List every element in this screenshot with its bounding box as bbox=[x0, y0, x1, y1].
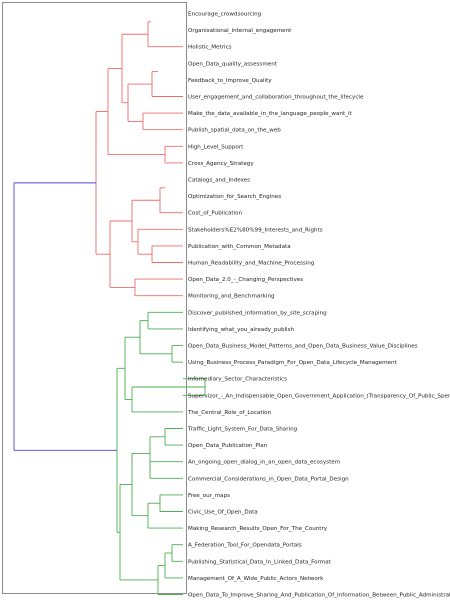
leaf-label: Open_Data_Business_Model_Patterns_and_Op… bbox=[188, 344, 418, 350]
leaf-label: Catalogs_and_Indexes bbox=[188, 178, 250, 184]
leaf-label: Free_our_maps bbox=[188, 493, 230, 499]
leaf-label: A_Federation_Tool_For_Opendata_Portals bbox=[188, 543, 302, 549]
leaf-label: Traffic_Light_System_For_Data_Sharing bbox=[187, 427, 298, 433]
leaf-label: Infomediary_Sector_Characteristics bbox=[188, 377, 287, 383]
leaf-label: Cost_of_Publication bbox=[188, 211, 243, 217]
leaf-label: Cross_Agency_Strategy bbox=[188, 161, 254, 167]
leaf-label: Publication_with_Common_Metadata bbox=[188, 244, 291, 250]
leaf-label: Feedback_to_Improve_Quality bbox=[188, 78, 272, 84]
leaf-label: Open_Data_2.0_-_Changing_Perspectives bbox=[188, 277, 303, 283]
dendrogram-links bbox=[13, 21, 206, 595]
leaf-label: Publishing_Statistical_Data_In_Linked_Da… bbox=[188, 559, 332, 565]
leaf-label: Making_Research_Results_Open_For_The_Cou… bbox=[188, 526, 328, 532]
leaf-label: Optimization_for_Search_Engines bbox=[188, 194, 281, 200]
leaf-label: Human_Readability_and_Machine_Processing bbox=[188, 261, 315, 267]
leaf-label: Civic_Use_Of_Open_Data bbox=[188, 510, 258, 516]
leaf-label: Management_Of_A_Wide_Public_Actors_Netwo… bbox=[188, 576, 324, 582]
leaf-label: Commercial_Considerations_in_Open_Data_P… bbox=[188, 476, 349, 482]
leaf-label: Open_Data_quality_assessment bbox=[188, 61, 278, 67]
leaf-label: Using_Business_Process_Paradigm_For_Open… bbox=[188, 360, 398, 366]
leaf-label: Identifying_what_you_already_publish bbox=[188, 327, 295, 333]
leaf-label: Discover_published_information_by_site_s… bbox=[188, 310, 327, 316]
leaf-label: Publish_spatial_data_on_the_web bbox=[188, 128, 281, 134]
leaf-label: Holistic_Metrics bbox=[188, 45, 232, 51]
leaf-labels: Encourage_crowdsourcing Organisational_in… bbox=[187, 12, 450, 599]
leaf-label: Open_Data_To_Improve_Sharing_And_Publica… bbox=[188, 593, 450, 599]
leaf-label: Stakeholders%E2%80%99_Interests_and_Righ… bbox=[188, 227, 323, 233]
leaf-label: High_Level_Support bbox=[188, 144, 244, 150]
leaf-label: Monitoring_and_Benchmarking bbox=[188, 294, 275, 300]
leaf-label: Supervizor_-_An_Indispensable_Open_Gover… bbox=[188, 393, 450, 399]
leaf-label: An_ongoing_open_dialog_in_an_open_data_e… bbox=[188, 460, 340, 466]
leaf-label: Encourage_crowdsourcing bbox=[188, 12, 262, 18]
leaf-label: Organisational_internal_engagement bbox=[188, 28, 292, 34]
plot-frame bbox=[2, 2, 187, 594]
leaf-label: The_Central_Role_of_Location bbox=[187, 410, 272, 416]
leaf-label: Make_the_data_available_in_the_language_… bbox=[188, 111, 353, 117]
leaf-label: User_engagement_and_collaboration_throug… bbox=[188, 95, 364, 101]
leaf-label: Open_Data_Publication_Plan bbox=[188, 443, 268, 449]
